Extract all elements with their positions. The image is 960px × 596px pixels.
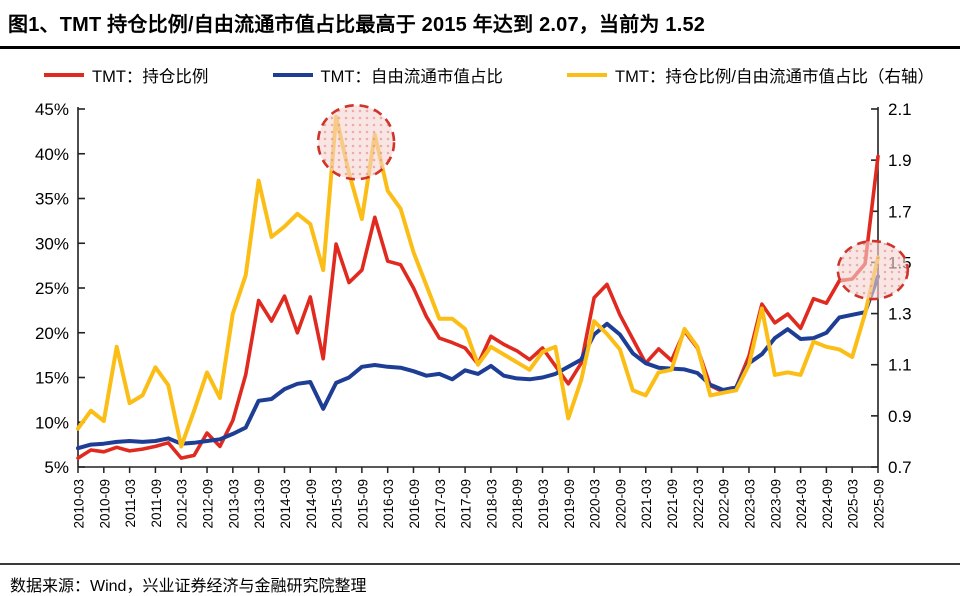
x-tick-label: 2024-09	[820, 479, 835, 529]
x-tick-label: 2010-09	[97, 479, 112, 529]
x-tick-label: 2020-09	[613, 479, 628, 529]
y-left-tick-label: 25%	[35, 279, 69, 298]
legend-swatch-icon	[44, 73, 84, 77]
y-left-tick-label: 30%	[35, 234, 69, 253]
x-tick-label: 2012-03	[175, 479, 190, 529]
y-left-tick-label: 20%	[35, 324, 69, 343]
x-tick-label: 2013-03	[226, 479, 241, 529]
x-tick-label: 2012-09	[201, 479, 216, 529]
legend-item-tmt-position-ratio: TMT：持仓比例	[44, 63, 208, 87]
x-tick-label: 2018-03	[484, 479, 499, 529]
highlight-circle	[836, 239, 910, 301]
x-tick-label: 2011-09	[149, 479, 164, 528]
chart-title-bar: 图1、TMT 持仓比例/自由流通市值占比最高于 2015 年达到 2.07，当前…	[0, 0, 960, 49]
y-left-tick-label: 10%	[35, 413, 69, 432]
x-tick-label: 2022-09	[717, 479, 732, 529]
y-left-tick-label: 15%	[35, 369, 69, 388]
x-tick-label: 2016-09	[407, 479, 422, 529]
x-tick-label: 2014-03	[278, 479, 293, 529]
legend-label: TMT：自由流通市值占比	[320, 68, 503, 86]
x-tick-label: 2015-09	[355, 479, 370, 529]
x-tick-label: 2024-03	[794, 479, 809, 529]
x-tick-label: 2017-09	[459, 479, 474, 529]
legend-item-tmt-ratio-rhs: TMT：持仓比例/自由流通市值占比（右轴）	[567, 63, 934, 87]
x-tick-label: 2011-03	[123, 479, 138, 528]
y-right-tick-label: 1.1	[888, 356, 912, 375]
y-right-tick-label: 1.9	[888, 151, 912, 170]
x-tick-label: 2025-09	[872, 479, 887, 529]
highlight-circle	[316, 103, 396, 181]
x-tick-label: 2019-09	[562, 479, 577, 529]
x-tick-label: 2015-03	[330, 479, 345, 529]
y-right-tick-label: 0.9	[888, 407, 912, 426]
series-line-tmt-ratio-rhs	[76, 114, 880, 449]
x-tick-label: 2023-09	[768, 479, 783, 529]
x-tick-label: 2021-03	[639, 479, 654, 529]
x-tick-label: 2017-03	[433, 479, 448, 529]
y-left-tick-label: 5%	[44, 458, 69, 477]
legend-label: TMT：持仓比例	[92, 68, 209, 86]
x-tick-label: 2023-03	[742, 479, 757, 529]
data-source-note: 数据来源：Wind，兴业证券经济与金融研究院整理	[0, 563, 960, 596]
x-tick-label: 2022-03	[691, 479, 706, 529]
x-tick-label: 2013-09	[252, 479, 267, 529]
y-left-tick-label: 35%	[35, 190, 69, 209]
y-left-tick-label: 45%	[35, 101, 69, 119]
y-right-tick-label: 1.3	[888, 305, 912, 324]
x-tick-label: 2016-03	[381, 479, 396, 529]
x-tick-label: 2019-03	[536, 479, 551, 529]
x-tick-label: 2010-03	[72, 479, 87, 529]
x-tick-label: 2021-09	[665, 479, 680, 529]
x-tick-label: 2014-09	[304, 479, 319, 529]
x-tick-label: 2018-09	[510, 479, 525, 529]
legend-label: TMT：持仓比例/自由流通市值占比（右轴）	[615, 68, 934, 86]
x-tick-label: 2020-03	[588, 479, 603, 529]
legend-swatch-icon	[272, 73, 313, 77]
tmt-ratio-line-chart: 5% 10% 15% 20% 25% 30% 35% 40% 45% 0.7 0.9 1.1 1.3 1.…	[35, 101, 912, 529]
x-tick-label: 2025-03	[846, 479, 861, 529]
legend-item-tmt-freefloat-share: TMT：自由流通市值占比	[272, 63, 503, 87]
y-right-tick-label: 2.1	[888, 101, 912, 119]
y-right-tick-label: 0.7	[888, 458, 912, 477]
y-left-tick-label: 40%	[35, 145, 69, 164]
page-title: 图1、TMT 持仓比例/自由流通市值占比最高于 2015 年达到 2.07，当前…	[8, 14, 706, 36]
chart-legend: TMT：持仓比例 TMT：自由流通市值占比 TMT：持仓比例/自由流通市值占比（右轴…	[0, 49, 960, 87]
y-right-tick-label: 1.7	[888, 202, 912, 221]
series-line-tmt-position-ratio	[76, 154, 880, 460]
legend-swatch-icon	[567, 73, 607, 77]
